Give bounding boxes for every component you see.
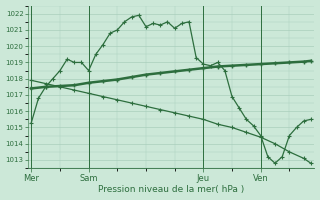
X-axis label: Pression niveau de la mer( hPa ): Pression niveau de la mer( hPa ): [98, 185, 244, 194]
